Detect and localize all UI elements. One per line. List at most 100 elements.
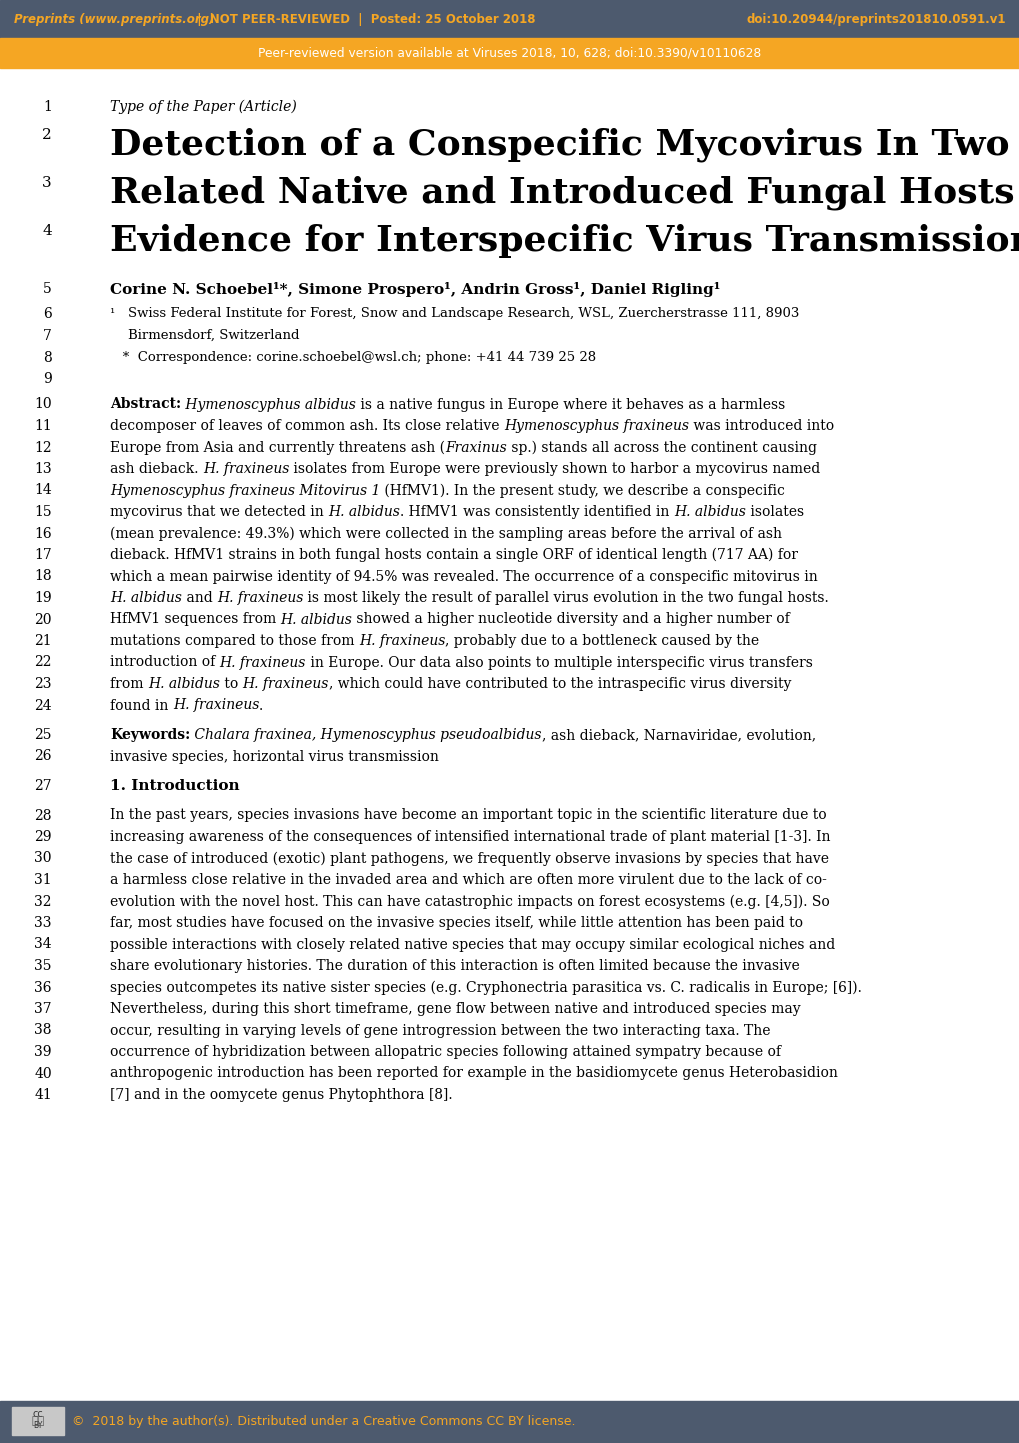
Text: BY: BY [34, 1420, 43, 1430]
Text: found in: found in [110, 698, 172, 713]
Text: evolution with the novel host. This can have catastrophic impacts on forest ecos: evolution with the novel host. This can … [110, 895, 828, 909]
Text: 26: 26 [35, 749, 52, 763]
Text: share evolutionary histories. The duration of this interaction is often limited : share evolutionary histories. The durati… [110, 960, 799, 973]
Text: Chalara fraxinea, Hymenoscyphus pseudoalbidus: Chalara fraxinea, Hymenoscyphus pseudoal… [191, 729, 541, 742]
Text: Hymenoscyphus fraxineus: Hymenoscyphus fraxineus [503, 418, 688, 433]
Text: [7] and in the oomycete genus Phytophthora [8].: [7] and in the oomycete genus Phytophtho… [110, 1088, 452, 1102]
Text: 4: 4 [42, 224, 52, 238]
Text: 15: 15 [35, 505, 52, 519]
Text: (mean prevalence: 49.3%) which were collected in the sampling areas before the a: (mean prevalence: 49.3%) which were coll… [110, 527, 782, 541]
Text: possible interactions with closely related native species that may occupy simila: possible interactions with closely relat… [110, 938, 835, 951]
Text: 12: 12 [35, 440, 52, 455]
Text: cc: cc [33, 1408, 44, 1418]
Bar [0, 38, 1019, 68]
Text: 25: 25 [35, 729, 52, 742]
Text: 37: 37 [35, 1001, 52, 1016]
Text: H. albidus: H. albidus [110, 592, 181, 605]
Text: isolates: isolates [745, 505, 803, 519]
Text: 36: 36 [35, 980, 52, 994]
Text: H. fraxineus: H. fraxineus [219, 655, 306, 670]
Text: 28: 28 [35, 808, 52, 823]
Text: 24: 24 [35, 698, 52, 713]
Text: decomposer of leaves of common ash. Its close relative: decomposer of leaves of common ash. Its … [110, 418, 503, 433]
Text: Birmensdorf, Switzerland: Birmensdorf, Switzerland [127, 329, 300, 342]
Text: 1: 1 [43, 100, 52, 114]
Text: was introduced into: was introduced into [688, 418, 834, 433]
Text: a harmless close relative in the invaded area and which are often more virulent : a harmless close relative in the invaded… [110, 873, 826, 887]
Bar [12, 1407, 64, 1434]
Text: , ash dieback, Narnaviridae, evolution,: , ash dieback, Narnaviridae, evolution, [541, 729, 815, 742]
Text: mutations compared to those from: mutations compared to those from [110, 633, 359, 648]
Text: . HfMV1 was consistently identified in: . HfMV1 was consistently identified in [399, 505, 674, 519]
Text: 32: 32 [35, 895, 52, 909]
Text: In the past years, species invasions have become an important topic in the scien: In the past years, species invasions hav… [110, 808, 825, 823]
Text: to: to [219, 677, 243, 691]
Text: H. albidus: H. albidus [148, 677, 219, 691]
Text: Preprints (www.preprints.org): Preprints (www.preprints.org) [14, 13, 214, 26]
Text: far, most studies have focused on the invasive species itself, while little atte: far, most studies have focused on the in… [110, 916, 802, 929]
Text: doi:10.20944/preprints201810.0591.v1: doi:10.20944/preprints201810.0591.v1 [746, 13, 1005, 26]
Text: 40: 40 [35, 1066, 52, 1081]
Text: 18: 18 [35, 570, 52, 583]
Text: 23: 23 [35, 677, 52, 691]
Text: , which could have contributed to the intraspecific virus diversity: , which could have contributed to the in… [328, 677, 791, 691]
Text: dieback. HfMV1 strains in both fungal hosts contain a single ORF of identical le: dieback. HfMV1 strains in both fungal ho… [110, 548, 797, 563]
Text: 7: 7 [43, 329, 52, 343]
Text: Keywords:: Keywords: [110, 729, 191, 742]
Text: Abstract:: Abstract: [110, 397, 181, 411]
Text: H. fraxineus: H. fraxineus [243, 677, 328, 691]
Text: 6: 6 [43, 307, 52, 322]
Text: H. albidus: H. albidus [328, 505, 399, 519]
Text: ash dieback.: ash dieback. [110, 462, 203, 476]
Text: Type of the Paper (Article): Type of the Paper (Article) [110, 100, 297, 114]
Text: 38: 38 [35, 1023, 52, 1038]
Text: 21: 21 [35, 633, 52, 648]
Text: 33: 33 [35, 916, 52, 929]
Text: ¹   Swiss Federal Institute for Forest, Snow and Landscape Research, WSL, Zuerch: ¹ Swiss Federal Institute for Forest, Sn… [110, 307, 799, 320]
Text: 22: 22 [35, 655, 52, 670]
Text: 13: 13 [35, 462, 52, 476]
Text: 30: 30 [35, 851, 52, 866]
Text: Evidence for Interspecific Virus Transmission: Evidence for Interspecific Virus Transmi… [110, 224, 1019, 258]
Text: 19: 19 [35, 592, 52, 605]
Text: H. fraxineus: H. fraxineus [203, 462, 289, 476]
Text: (HfMV1). In the present study, we describe a conspecific: (HfMV1). In the present study, we descri… [380, 483, 785, 498]
Text: 35: 35 [35, 960, 52, 973]
Text: Detection of a Conspecific Mycovirus In Two Closely: Detection of a Conspecific Mycovirus In … [110, 128, 1019, 163]
Text: introduction of: introduction of [110, 655, 219, 670]
Text: ⓢⒷ: ⓢⒷ [32, 1416, 45, 1426]
Text: 9: 9 [43, 372, 52, 385]
Text: *  Correspondence: corine.schoebel@wsl.ch; phone: +41 44 739 25 28: * Correspondence: corine.schoebel@wsl.ch… [110, 351, 595, 364]
Text: 11: 11 [35, 418, 52, 433]
Text: 27: 27 [35, 779, 52, 794]
Text: increasing awareness of the consequences of intensified international trade of p: increasing awareness of the consequences… [110, 830, 829, 844]
Text: occur, resulting in varying levels of gene introgression between the two interac: occur, resulting in varying levels of ge… [110, 1023, 769, 1038]
Text: in Europe. Our data also points to multiple interspecific virus transfers: in Europe. Our data also points to multi… [306, 655, 812, 670]
Text: 31: 31 [35, 873, 52, 887]
Text: |  NOT PEER-REVIEWED  |  Posted: 25 October 2018: | NOT PEER-REVIEWED | Posted: 25 October… [189, 13, 535, 26]
Text: 17: 17 [35, 548, 52, 561]
Text: anthropogenic introduction has been reported for example in the basidiomycete ge: anthropogenic introduction has been repo… [110, 1066, 837, 1081]
Text: H. fraxineus: H. fraxineus [359, 633, 445, 648]
Text: Corine N. Schoebel¹*, Simone Prospero¹, Andrin Gross¹, Daniel Rigling¹: Corine N. Schoebel¹*, Simone Prospero¹, … [110, 281, 719, 297]
Text: 29: 29 [35, 830, 52, 844]
Text: Europe from Asia and currently threatens ash (: Europe from Asia and currently threatens… [110, 440, 444, 455]
Text: sp.) stands all across the continent causing: sp.) stands all across the continent cau… [506, 440, 816, 455]
Text: which a mean pairwise identity of 94.5% was revealed. The occurrence of a conspe: which a mean pairwise identity of 94.5% … [110, 570, 817, 583]
Text: Hymenoscyphus albidus: Hymenoscyphus albidus [181, 397, 356, 411]
Text: Nevertheless, during this short timeframe, gene flow between native and introduc: Nevertheless, during this short timefram… [110, 1001, 800, 1016]
Text: H. fraxineus: H. fraxineus [217, 592, 303, 605]
Text: 41: 41 [35, 1088, 52, 1102]
Text: invasive species, horizontal virus transmission: invasive species, horizontal virus trans… [110, 749, 438, 763]
Text: 14: 14 [35, 483, 52, 498]
Text: occurrence of hybridization between allopatric species following attained sympat: occurrence of hybridization between allo… [110, 1045, 781, 1059]
Text: ©  2018 by the author(s). Distributed under a Creative Commons CC BY license.: © 2018 by the author(s). Distributed und… [72, 1416, 575, 1429]
Text: 1. Introduction: 1. Introduction [110, 779, 239, 794]
Text: 3: 3 [43, 176, 52, 190]
Text: 10: 10 [35, 397, 52, 411]
Text: HfMV1 sequences from: HfMV1 sequences from [110, 612, 280, 626]
Text: Related Native and Introduced Fungal Hosts and: Related Native and Introduced Fungal Hos… [110, 176, 1019, 211]
Bar [0, 0, 1019, 38]
Text: the case of introduced (exotic) plant pathogens, we frequently observe invasions: the case of introduced (exotic) plant pa… [110, 851, 828, 866]
Text: H. albidus: H. albidus [280, 612, 353, 626]
